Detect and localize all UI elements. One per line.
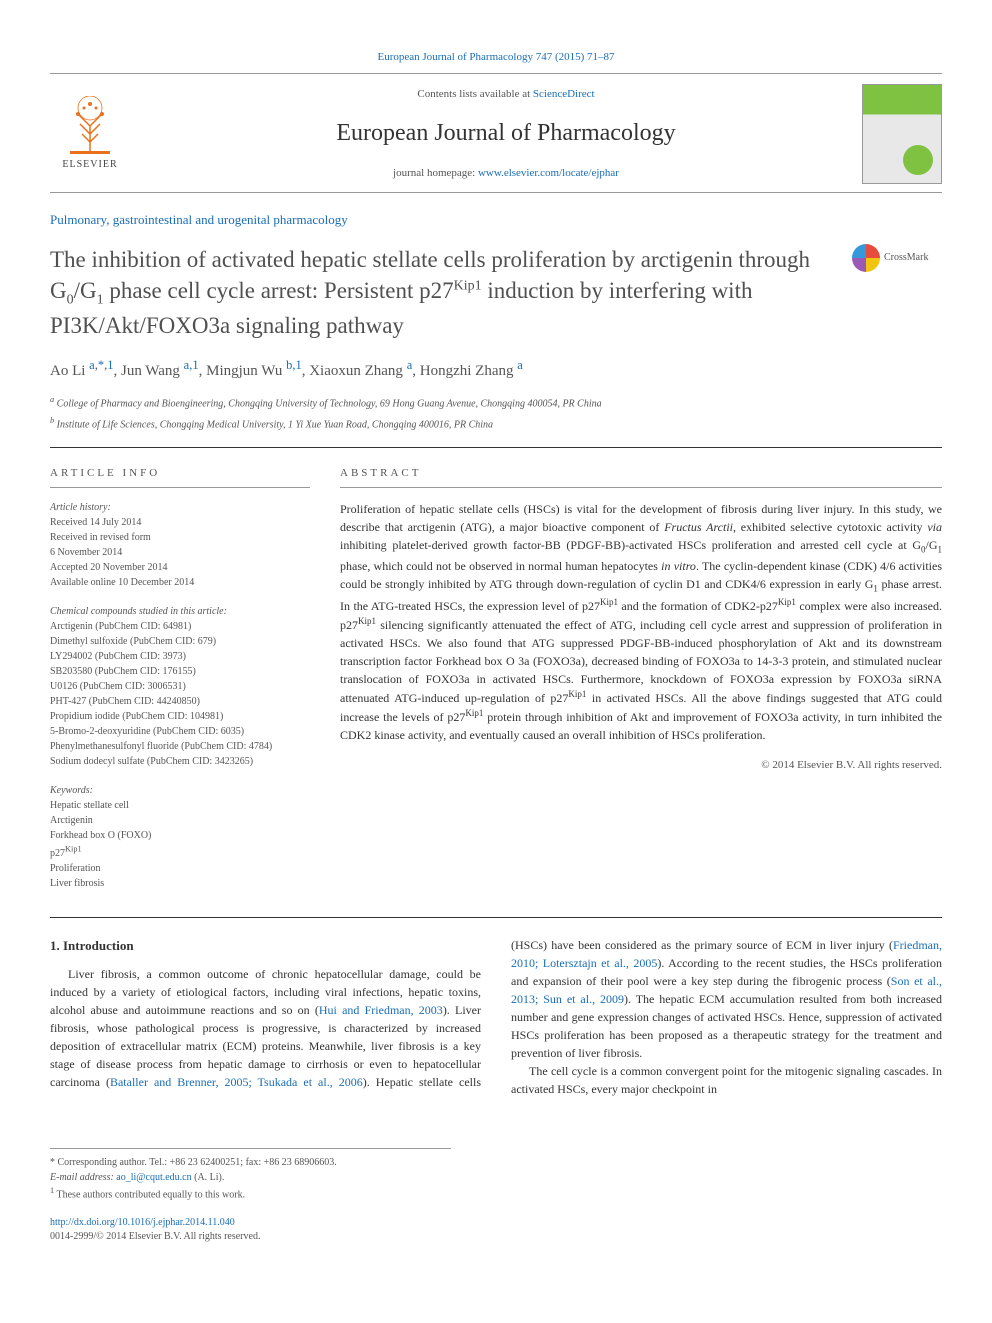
journal-citation-link[interactable]: European Journal of Pharmacology 747 (20… <box>377 51 614 63</box>
crossmark-badge[interactable]: CrossMark <box>852 244 942 272</box>
email-link[interactable]: ao_li@cqut.edu.cn <box>116 1172 191 1183</box>
crossmark-icon <box>852 244 880 272</box>
affiliation: b Institute of Life Sciences, Chongqing … <box>50 415 942 432</box>
crossmark-label: CrossMark <box>884 251 928 265</box>
homepage-link[interactable]: www.elsevier.com/locate/ejphar <box>478 167 619 179</box>
email-line: E-mail address: ao_li@cqut.edu.cn (A. Li… <box>50 1170 451 1185</box>
keywords-block: Keywords: Hepatic stellate cellArctigeni… <box>50 783 310 890</box>
journal-citation: European Journal of Pharmacology 747 (20… <box>50 50 942 65</box>
abstract-label: ABSTRACT <box>340 466 942 488</box>
intro-p2: The cell cycle is a common convergent po… <box>511 1062 942 1098</box>
section-tag: Pulmonary, gastrointestinal and urogenit… <box>50 211 942 229</box>
divider <box>50 917 942 918</box>
divider <box>50 447 942 448</box>
affiliation: a College of Pharmacy and Bioengineering… <box>50 394 942 411</box>
doi-line: http://dx.doi.org/10.1016/j.ejphar.2014.… <box>50 1216 942 1230</box>
homepage-line: journal homepage: www.elsevier.com/locat… <box>150 166 862 181</box>
journal-name: European Journal of Pharmacology <box>150 117 862 151</box>
section-heading-intro: 1. Introduction <box>50 936 481 956</box>
authors-line: Ao Li a,*,1, Jun Wang a,1, Mingjun Wu b,… <box>50 357 942 382</box>
footnotes: * Corresponding author. Tel.: +86 23 624… <box>50 1148 451 1202</box>
sciencedirect-link[interactable]: ScienceDirect <box>533 88 595 100</box>
journal-cover-thumb <box>862 84 942 184</box>
article-history: Article history: Received 14 July 2014Re… <box>50 500 310 590</box>
contents-line: Contents lists available at ScienceDirec… <box>150 87 862 102</box>
header-band: ELSEVIER Contents lists available at Sci… <box>50 73 942 193</box>
article-title: The inhibition of activated hepatic stel… <box>50 244 852 342</box>
equal-contrib: 1 These authors contributed equally to t… <box>50 1185 451 1202</box>
doi-link[interactable]: http://dx.doi.org/10.1016/j.ejphar.2014.… <box>50 1217 235 1228</box>
body-columns: 1. Introduction Liver fibrosis, a common… <box>50 936 942 1098</box>
publisher-logo: ELSEVIER <box>50 96 130 172</box>
abstract-text: Proliferation of hepatic stellate cells … <box>340 500 942 744</box>
chemical-compounds: Chemical compounds studied in this artic… <box>50 604 310 769</box>
elsevier-tree-icon <box>60 96 120 156</box>
corresponding-author: * Corresponding author. Tel.: +86 23 624… <box>50 1155 451 1170</box>
copyright-line: © 2014 Elsevier B.V. All rights reserved… <box>340 758 942 773</box>
article-info-label: ARTICLE INFO <box>50 466 310 488</box>
issn-line: 0014-2999/© 2014 Elsevier B.V. All right… <box>50 1230 942 1244</box>
publisher-name: ELSEVIER <box>62 158 117 172</box>
